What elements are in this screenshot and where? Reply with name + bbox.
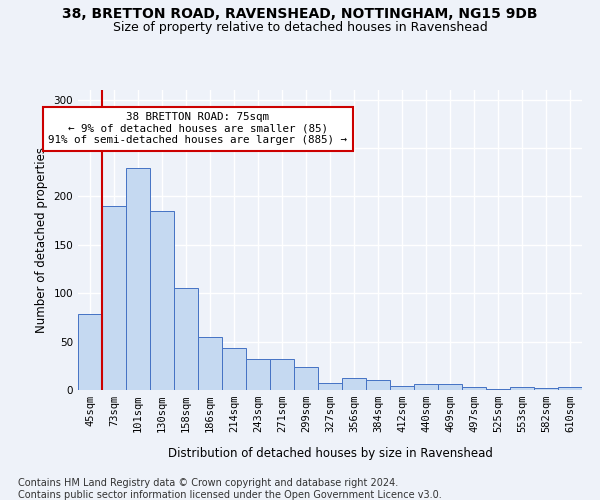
Text: 38, BRETTON ROAD, RAVENSHEAD, NOTTINGHAM, NG15 9DB: 38, BRETTON ROAD, RAVENSHEAD, NOTTINGHAM… xyxy=(62,8,538,22)
Bar xyxy=(558,387,582,390)
Bar xyxy=(150,211,174,390)
Bar xyxy=(198,337,222,390)
Bar xyxy=(366,380,390,390)
Bar xyxy=(390,386,414,390)
Bar xyxy=(126,168,150,390)
Bar xyxy=(102,206,126,390)
Bar xyxy=(174,288,198,390)
Bar xyxy=(294,367,318,390)
Bar xyxy=(78,314,102,390)
Bar xyxy=(486,389,510,390)
Bar xyxy=(462,387,486,390)
Text: Size of property relative to detached houses in Ravenshead: Size of property relative to detached ho… xyxy=(113,21,487,34)
Text: 38 BRETTON ROAD: 75sqm
← 9% of detached houses are smaller (85)
91% of semi-deta: 38 BRETTON ROAD: 75sqm ← 9% of detached … xyxy=(49,112,347,146)
Bar xyxy=(438,384,462,390)
Bar xyxy=(270,359,294,390)
Bar xyxy=(246,359,270,390)
Y-axis label: Number of detached properties: Number of detached properties xyxy=(35,147,48,333)
Bar xyxy=(510,387,534,390)
Bar xyxy=(222,348,246,390)
Bar xyxy=(414,384,438,390)
Text: Contains HM Land Registry data © Crown copyright and database right 2024.
Contai: Contains HM Land Registry data © Crown c… xyxy=(18,478,442,500)
Bar xyxy=(342,378,366,390)
Text: Distribution of detached houses by size in Ravenshead: Distribution of detached houses by size … xyxy=(167,448,493,460)
Bar xyxy=(534,388,558,390)
Bar xyxy=(318,383,342,390)
